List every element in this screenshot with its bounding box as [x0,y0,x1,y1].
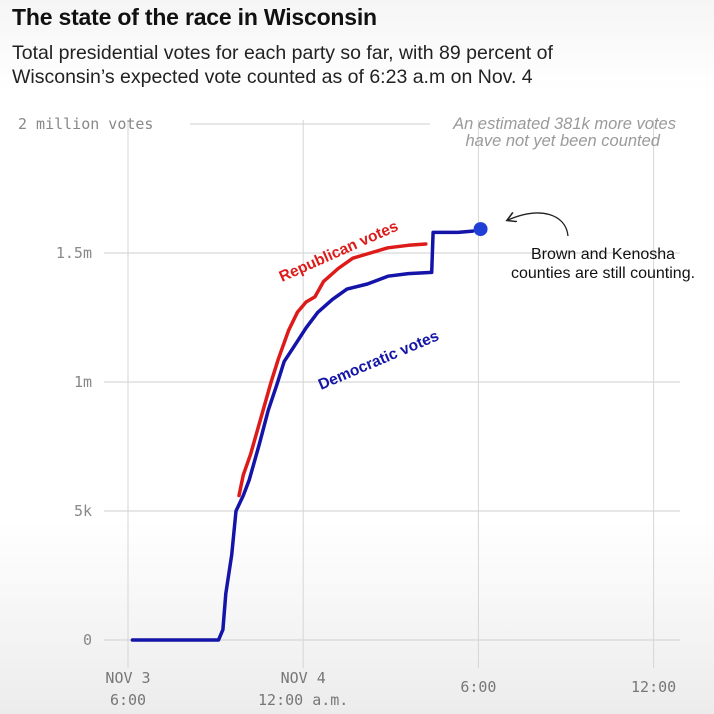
chart-subtitle: Total presidential votes for each party … [12,41,702,89]
y-axis-ticks: 0 5k 1m 1.5m 2 million votes [18,115,153,649]
annotation-arrow [508,213,569,237]
y-tick-label: 1m [74,373,92,391]
democratic-series-label: Democratic votes [316,328,442,394]
y-tick-label: 1.5m [56,244,92,262]
x-axis-ticks: NOV 3 6:00 NOV 4 12:00 a.m. 6:00 12:00 [105,669,676,709]
democratic-votes-line [130,229,475,642]
x-tick-label: 6:00 [110,691,146,709]
republican-votes-line [237,242,428,498]
estimate-annotation-line-2: have not yet been counted [466,132,661,150]
current-count-point [473,222,488,237]
x-tick-label: 6:00 [460,678,496,696]
x-tick-label: NOV 3 [105,669,150,687]
republican-series-label: Republican votes [277,218,401,286]
counting-annotation-line-2: counties are still counting. [511,265,695,282]
x-tick-label: 12:00 a.m. [258,691,348,709]
chart-series [130,222,488,642]
chart-grid [104,120,680,668]
y-tick-label: 5k [74,502,92,520]
y-tick-label: 2 million votes [18,115,153,133]
estimate-annotation-line-1: An estimated 381k more votes [452,115,676,133]
chart-title: The state of the race in Wisconsin [12,4,377,30]
y-tick-label: 0 [83,631,92,649]
subtitle-line-2: Wisconsin’s expected vote counted as of … [12,66,533,88]
x-tick-label: NOV 4 [281,669,326,687]
counting-annotation-line-1: Brown and Kenosha [531,246,675,263]
subtitle-line-1: Total presidential votes for each party … [12,42,553,64]
x-tick-label: 12:00 [631,678,676,696]
